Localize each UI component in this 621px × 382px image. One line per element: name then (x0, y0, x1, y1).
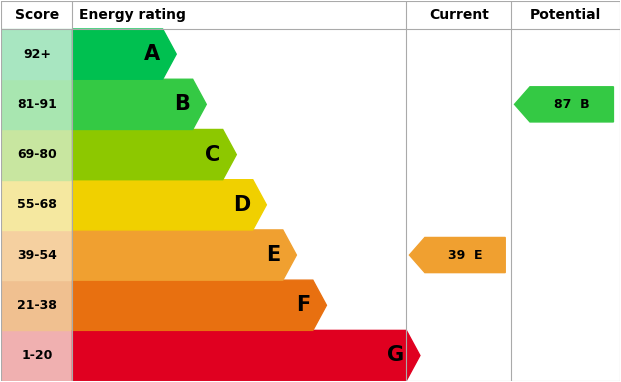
Polygon shape (73, 280, 327, 330)
Text: 55-68: 55-68 (17, 198, 57, 211)
Text: 87  B: 87 B (554, 98, 589, 111)
Polygon shape (73, 180, 266, 230)
Text: 39  E: 39 E (448, 249, 483, 262)
Text: 92+: 92+ (23, 48, 51, 61)
Text: Energy rating: Energy rating (79, 8, 186, 22)
Bar (1, 230, 73, 280)
Bar (1, 29, 73, 79)
Text: C: C (205, 144, 220, 165)
Polygon shape (73, 79, 206, 129)
Polygon shape (73, 29, 176, 79)
Text: B: B (175, 94, 190, 114)
Polygon shape (73, 330, 420, 380)
Polygon shape (73, 129, 237, 180)
Bar (1, 79, 73, 129)
Text: A: A (144, 44, 160, 64)
Text: 1-20: 1-20 (21, 349, 53, 362)
Polygon shape (73, 230, 296, 280)
Text: 81-91: 81-91 (17, 98, 57, 111)
Text: E: E (266, 245, 280, 265)
Text: Score: Score (15, 8, 59, 22)
Text: G: G (387, 345, 404, 366)
Bar (1, 180, 73, 230)
Text: D: D (233, 195, 250, 215)
Bar (1, 330, 73, 380)
Text: Current: Current (429, 8, 489, 22)
Polygon shape (515, 87, 614, 122)
Text: 39-54: 39-54 (17, 249, 57, 262)
Bar (1, 280, 73, 330)
Text: 21-38: 21-38 (17, 299, 57, 312)
Text: F: F (296, 295, 310, 315)
Text: Potential: Potential (530, 8, 601, 22)
Text: 69-80: 69-80 (17, 148, 57, 161)
Polygon shape (409, 238, 505, 273)
Bar (1, 129, 73, 180)
